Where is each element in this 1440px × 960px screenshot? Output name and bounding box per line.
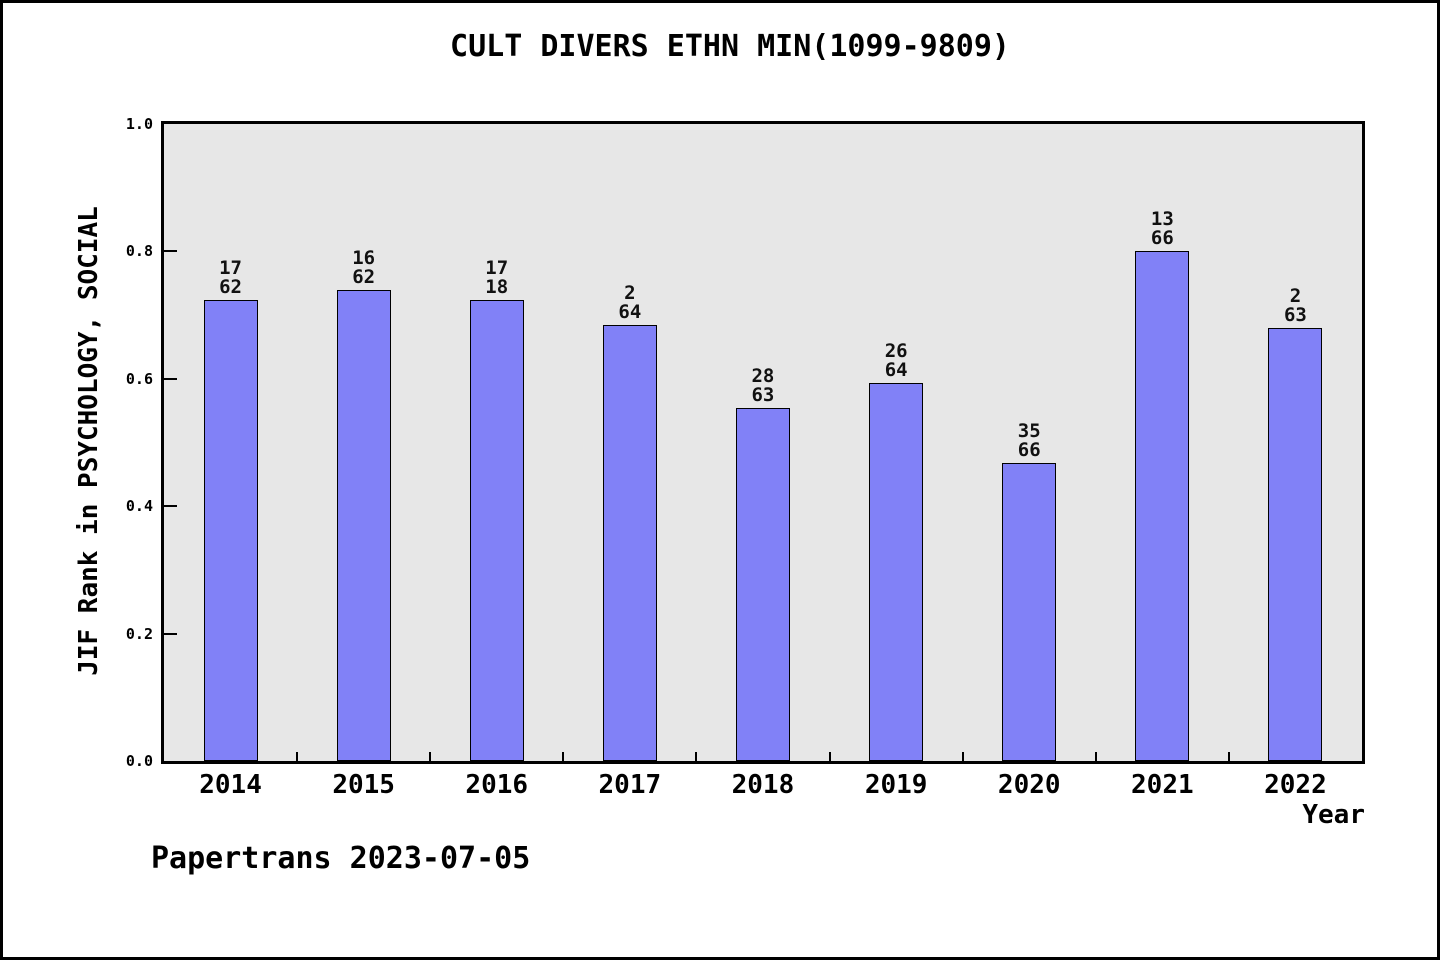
bar-value-line: 17 — [219, 257, 242, 279]
x-minor-tick — [695, 752, 698, 761]
bar-value-line: 35 — [1017, 420, 1041, 442]
x-minor-tick — [828, 752, 831, 761]
plot-area: 17 62 16 62 17 18 2 64 28 63 26 64 35 66 13 66 2 63 — [161, 121, 1365, 764]
bar — [203, 300, 258, 761]
x-tick-label: 2015 — [332, 770, 395, 800]
y-tick-label: 1.0 — [125, 115, 153, 133]
bar-value-label: 26 64 — [830, 342, 963, 380]
bar-value-label: 16 62 — [297, 249, 430, 287]
watermark-text: Papertrans 2023-07-05 — [151, 841, 531, 876]
bar — [736, 408, 790, 761]
bar-value-line: 64 — [884, 359, 908, 381]
x-minor-tick — [1094, 752, 1097, 761]
bar-value-line: 26 — [884, 340, 908, 362]
x-tick-label: 2017 — [598, 770, 662, 800]
bar-value-line: 18 — [485, 276, 509, 298]
bar — [336, 290, 391, 761]
y-tick-label: 0.2 — [125, 624, 153, 643]
x-tick-label: 2022 — [1264, 770, 1327, 800]
y-tick — [164, 505, 177, 508]
bar-value-line: 66 — [1017, 439, 1041, 461]
bar-value-line: 64 — [618, 301, 642, 323]
bar-value-label: 2 64 — [563, 284, 696, 322]
x-minor-tick — [1227, 752, 1230, 761]
x-tick-label: 2021 — [1131, 770, 1194, 800]
bar-value-line: 16 — [352, 247, 376, 269]
bar — [1002, 463, 1057, 761]
bar-value-label: 35 66 — [963, 422, 1096, 460]
bar-value-line: 17 — [485, 257, 509, 279]
bar — [869, 383, 924, 761]
x-tick-label: 2016 — [465, 770, 529, 800]
bar-value-line: 63 — [1283, 304, 1307, 326]
y-tick — [164, 632, 177, 635]
bar-value-line: 62 — [219, 276, 242, 298]
bar-value-line: 2 — [624, 282, 636, 304]
chart-title: CULT DIVERS ETHN MIN(1099-9809) — [450, 29, 1010, 64]
bar-value-label: 13 66 — [1096, 210, 1229, 248]
y-tick-label: 0.4 — [125, 497, 153, 516]
bar-value-line: 2 — [1289, 285, 1302, 307]
bar-value-label: 28 63 — [696, 367, 829, 405]
y-axis-label: JIF Rank in PSYCHOLOGY, SOCIAL — [74, 206, 104, 676]
x-minor-tick — [296, 752, 299, 761]
x-tick-label: 2020 — [997, 770, 1061, 800]
y-tick-label: 0.8 — [125, 242, 153, 261]
bar-value-line: 66 — [1150, 227, 1174, 249]
x-tick-label: 2019 — [864, 770, 928, 800]
x-axis-label: Year — [1302, 800, 1365, 830]
x-minor-tick — [562, 752, 565, 761]
y-tick — [164, 377, 177, 380]
bar — [1135, 251, 1190, 761]
bar-value-label: 17 62 — [164, 259, 297, 297]
bar-value-line: 13 — [1150, 208, 1174, 230]
bar — [602, 325, 657, 761]
y-tick-label: 0.6 — [125, 369, 153, 388]
bar-value-label: 2 63 — [1229, 287, 1362, 325]
bar-value-label: 17 18 — [430, 259, 563, 297]
y-tick-label: 0.0 — [125, 752, 153, 770]
bar — [469, 300, 524, 761]
bar-value-line: 63 — [751, 384, 775, 406]
bar — [1268, 328, 1323, 761]
y-tick — [164, 250, 177, 253]
x-minor-tick — [429, 752, 432, 761]
x-tick-label: 2018 — [731, 770, 795, 800]
x-minor-tick — [961, 752, 964, 761]
bar-value-line: 62 — [352, 266, 376, 288]
x-axis-tick-labels: 2014 2015 2016 2017 2018 2019 2020 2021 2022 — [164, 770, 1362, 802]
x-tick-label: 2014 — [199, 770, 262, 800]
bar-value-line: 28 — [751, 365, 775, 387]
